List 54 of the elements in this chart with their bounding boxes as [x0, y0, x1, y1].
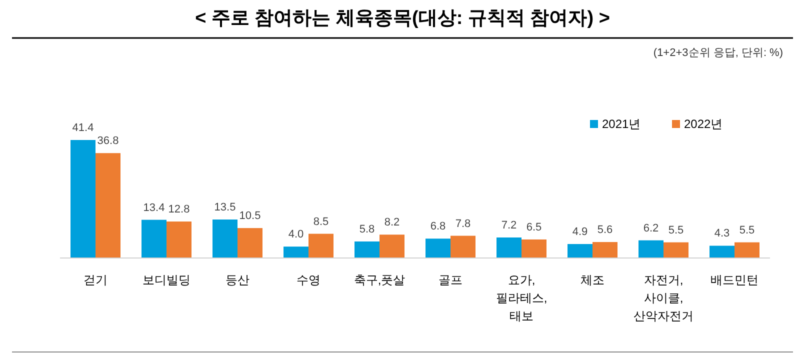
- bar: [96, 153, 120, 258]
- data-label: 8.2: [384, 216, 400, 229]
- data-label: 5.8: [359, 223, 375, 236]
- data-label: 7.2: [501, 219, 517, 232]
- legend-label: 2021년: [602, 117, 641, 131]
- data-label: 4.9: [572, 226, 588, 238]
- bar: [426, 238, 450, 258]
- bar: [710, 246, 734, 258]
- data-label: 36.8: [97, 135, 119, 148]
- bar: [166, 222, 192, 258]
- x-tick-label: 걷기: [84, 273, 108, 287]
- x-tick-label: 체조: [580, 273, 604, 287]
- bar: [664, 242, 688, 258]
- x-tick-label: 수영: [296, 273, 320, 287]
- data-label: 7.8: [455, 218, 471, 230]
- bar: [592, 242, 618, 258]
- data-label: 10.5: [239, 210, 261, 222]
- x-tick-label: 보디빌딩: [142, 273, 190, 287]
- data-label: 5.6: [597, 224, 613, 236]
- bar: [496, 237, 522, 258]
- data-label: 4.0: [288, 228, 304, 241]
- data-label: 13.5: [214, 202, 236, 214]
- bar: [568, 244, 592, 258]
- data-label: 12.8: [168, 204, 190, 216]
- bar: [380, 234, 404, 258]
- data-label: 5.5: [739, 224, 755, 236]
- data-label: 6.2: [643, 222, 659, 234]
- bar: [212, 220, 238, 258]
- data-label: 5.5: [668, 224, 684, 236]
- bar: [70, 140, 96, 258]
- data-label: 8.5: [313, 216, 329, 228]
- bar: [142, 220, 166, 258]
- x-tick-label: 배드민턴: [710, 273, 758, 287]
- bar: [354, 241, 380, 258]
- data-label: 13.4: [143, 202, 165, 214]
- x-tick-label: 골프: [438, 273, 462, 287]
- x-tick-label: 축구,풋살: [354, 273, 406, 287]
- x-tick-label: 자전거, 사이클, 산악자전거: [634, 273, 694, 323]
- x-tick-label: 등산: [226, 273, 250, 287]
- bar: [238, 228, 262, 258]
- legend-label: 2022년: [684, 117, 723, 131]
- data-label: 41.4: [72, 122, 94, 134]
- text: (1+2+3순위 응답, 단위: %): [653, 47, 783, 59]
- bar: [308, 234, 334, 258]
- data-label: 4.3: [714, 228, 730, 240]
- bar: [522, 239, 546, 258]
- chart-title: < 주로 참여하는 체육종목(대상: 규칙적 참여자) >: [195, 8, 610, 29]
- bar: [450, 236, 476, 258]
- bar: [734, 242, 760, 258]
- x-tick-label: 요가, 필라테스, 태보: [496, 273, 548, 323]
- data-label: 6.5: [526, 221, 542, 234]
- data-label: 6.8: [430, 220, 446, 233]
- bar: [638, 240, 664, 258]
- bar: [284, 246, 308, 258]
